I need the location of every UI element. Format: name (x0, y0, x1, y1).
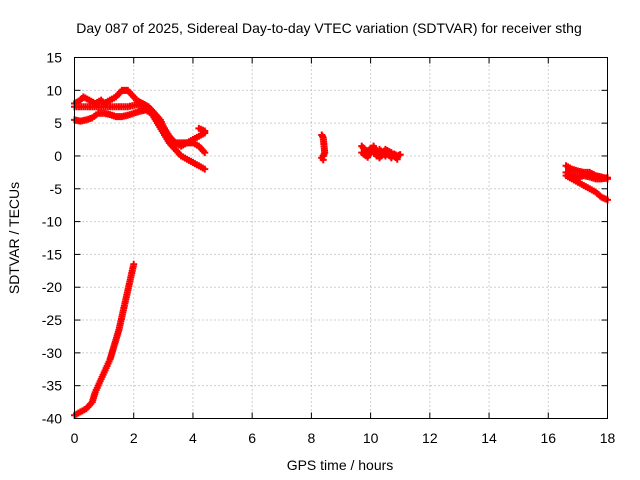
y-tick-label: -5 (50, 181, 63, 197)
x-tick-label: 14 (481, 430, 497, 446)
series-arc-rising (71, 260, 138, 419)
x-tick-label: 6 (248, 430, 256, 446)
chart-title: Day 087 of 2025, Sidereal Day-to-day VTE… (76, 20, 582, 36)
y-tick-label: -25 (42, 312, 62, 328)
series-arc-8h (318, 131, 329, 164)
series-arc-10h-b (358, 142, 401, 163)
x-tick-label: 0 (71, 430, 79, 446)
x-tick-label: 18 (600, 430, 616, 446)
x-tick-labels: 0 2 4 6 8 10 12 14 16 18 (71, 430, 616, 446)
y-tick-label: 15 (46, 50, 62, 66)
y-tick-label: 10 (46, 82, 62, 98)
y-tick-labels: -40 -35 -30 -25 -20 -15 -10 -5 0 5 10 15 (42, 50, 62, 427)
data-point (130, 260, 138, 268)
x-tick-label: 2 (130, 430, 138, 446)
x-tick-label: 8 (307, 430, 315, 446)
data-point (319, 156, 327, 164)
data-points (71, 86, 611, 419)
plot-frame (74, 57, 608, 419)
y-tick-label: 5 (54, 115, 62, 131)
y-tick-label: -20 (42, 279, 62, 295)
y-tick-label: -35 (42, 378, 62, 394)
data-point (201, 165, 209, 173)
y-tick-label: -10 (42, 214, 62, 230)
x-tick-label: 4 (189, 430, 197, 446)
y-axis-label: SDTVAR / TECUs (6, 182, 22, 294)
data-point (393, 155, 401, 163)
y-tick-label: -15 (42, 246, 62, 262)
series-arc-lower (71, 106, 209, 173)
y-tick-label: -40 (42, 411, 62, 427)
axis-ticks (74, 57, 608, 419)
data-point (201, 149, 209, 157)
x-axis-label: GPS time / hours (287, 457, 394, 473)
x-tick-label: 10 (363, 430, 379, 446)
x-tick-label: 12 (422, 430, 438, 446)
data-point (396, 151, 404, 159)
series-arc-short-4h (195, 124, 209, 135)
data-point (201, 127, 209, 135)
x-tick-label: 16 (540, 430, 556, 446)
y-tick-label: 0 (54, 148, 62, 164)
y-tick-label: -30 (42, 345, 62, 361)
